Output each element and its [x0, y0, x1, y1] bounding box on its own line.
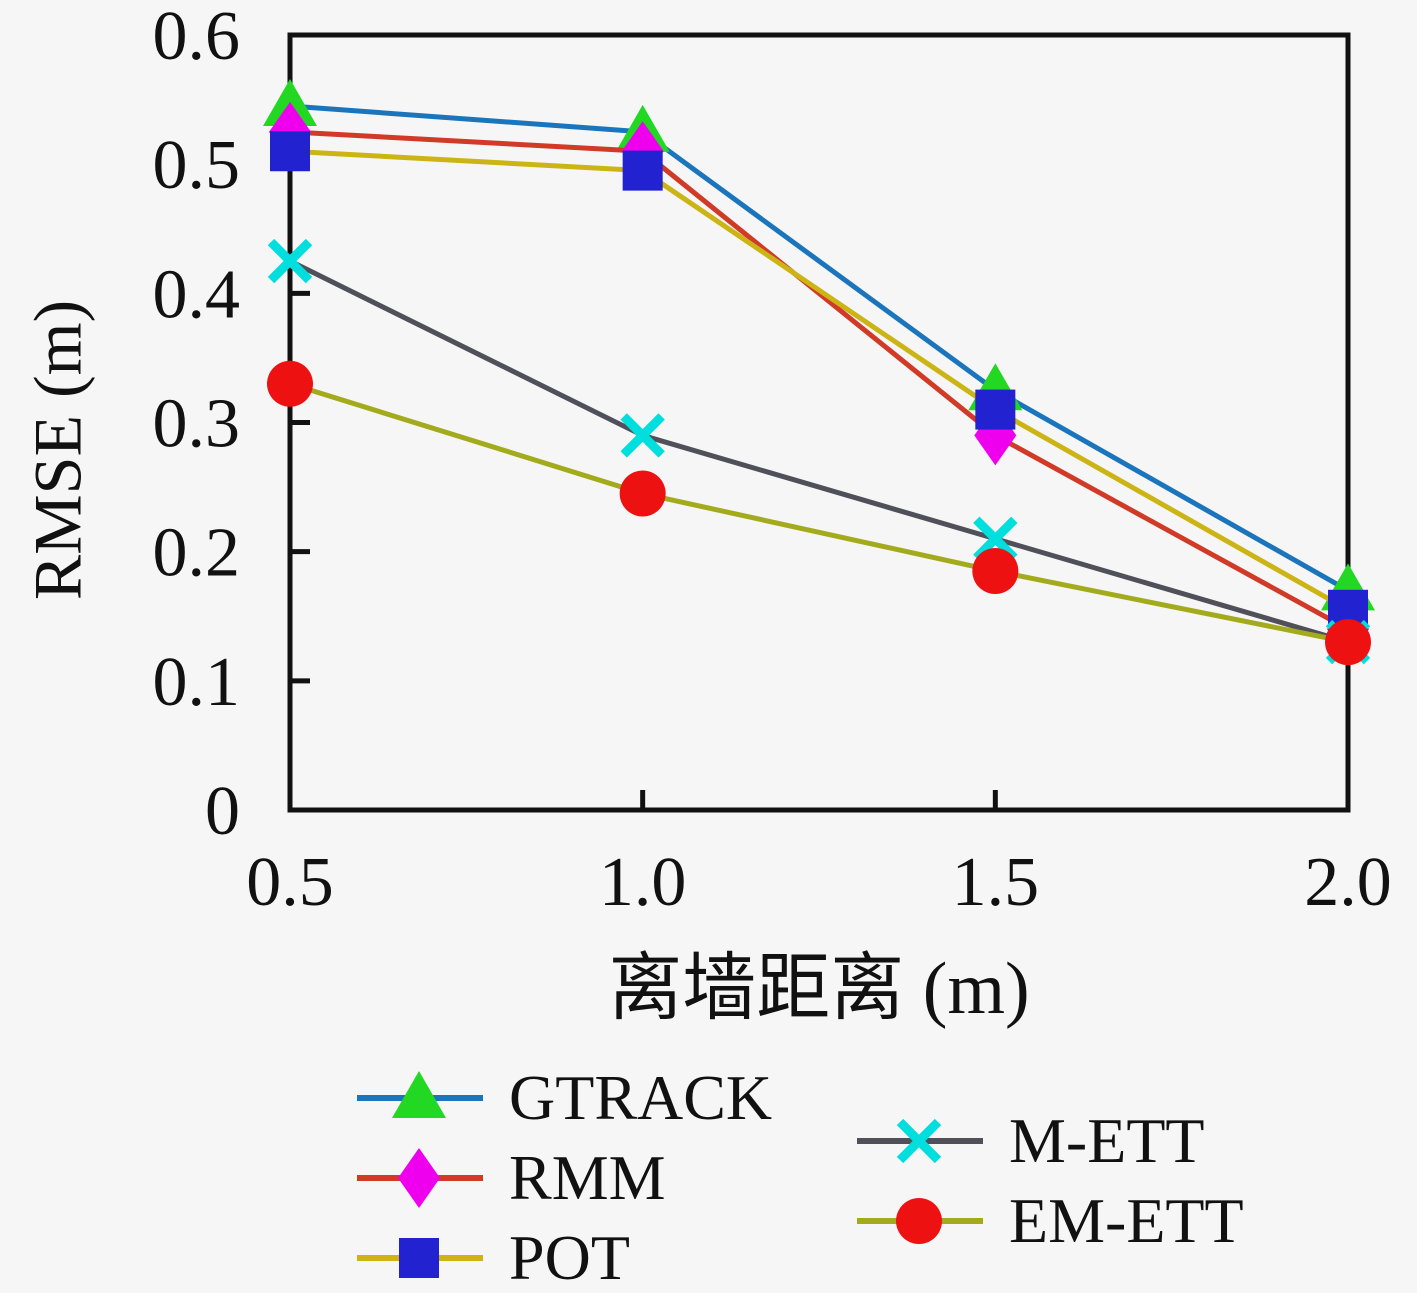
- legend-marker-gtrack-icon: [392, 1071, 446, 1118]
- legend-label-em-ett: EM-ETT: [1009, 1185, 1244, 1256]
- marker-m-ett-2: [973, 516, 1018, 561]
- series-line-em-ett: [289, 381, 1349, 645]
- legend-marker-m-ett-icon: [896, 1118, 942, 1164]
- marker-pot-1: [622, 150, 663, 191]
- x-tick-label: 1.0: [599, 844, 687, 921]
- marker-em-ett-2: [972, 548, 1019, 595]
- legend-label-pot: POT: [509, 1222, 630, 1293]
- legend-label-rmm: RMM: [509, 1142, 666, 1213]
- y-tick-label: 0.3: [153, 386, 241, 463]
- marker-m-ett-1: [620, 413, 665, 458]
- x-tick-label: 1.5: [952, 844, 1040, 921]
- legend-item-rmm: RMM: [355, 1138, 772, 1218]
- legend-swatch-pot: [357, 1238, 483, 1278]
- legend-swatch-gtrack: [357, 1071, 483, 1118]
- legend-item-em-ett: EM-ETT: [855, 1181, 1244, 1261]
- legend-swatch-m-ett: [857, 1118, 983, 1164]
- legend-column-left: GTRACK RMM POT: [355, 1058, 772, 1293]
- x-tick-label: 2.0: [1304, 844, 1392, 921]
- legend-label-m-ett: M-ETT: [1009, 1105, 1205, 1176]
- legend-item-pot: POT: [355, 1218, 772, 1293]
- y-tick-label: 0.2: [153, 515, 241, 592]
- marker-em-ett-3: [1325, 619, 1371, 666]
- plot-frame: [287, 32, 1351, 813]
- x-axis-ticks: 0.5 1.0 1.5 2.0: [246, 790, 1392, 921]
- x-axis-title: 离墙距离 (m): [608, 948, 1030, 1030]
- y-tick-label: 0.1: [153, 644, 241, 721]
- marker-em-ett-0: [267, 360, 313, 407]
- legend-swatch-rmm: [357, 1148, 483, 1208]
- legend-swatch-em-ett: [857, 1198, 983, 1244]
- marker-pot-0: [270, 131, 310, 172]
- legend-marker-pot-icon: [399, 1238, 439, 1278]
- y-axis-ticks: 0 0.1 0.2 0.3 0.4 0.5 0.6: [153, 0, 310, 850]
- y-axis-title: RMSE (m): [19, 299, 96, 601]
- y-tick-label: 0.6: [153, 0, 241, 75]
- marker-m-ett-0: [267, 238, 313, 284]
- legend-item-m-ett: M-ETT: [855, 1101, 1244, 1181]
- legend-item-gtrack: GTRACK: [355, 1058, 772, 1138]
- legend-column-right: M-ETT EM-ETT: [855, 1101, 1244, 1261]
- series-line-rmm: [289, 129, 1350, 632]
- series-line-pot: [289, 148, 1350, 612]
- y-tick-label: 0: [205, 773, 240, 850]
- x-tick-label: 0.5: [246, 844, 334, 921]
- series-line-m-ett: [288, 258, 1349, 645]
- legend-label-gtrack: GTRACK: [509, 1062, 773, 1133]
- y-tick-label: 0.4: [153, 256, 241, 333]
- marker-em-ett-1: [619, 470, 666, 517]
- y-tick-label: 0.5: [153, 127, 241, 204]
- series-line-gtrack: [289, 103, 1350, 593]
- legend-marker-rmm-icon: [398, 1148, 440, 1208]
- marker-pot-2: [975, 389, 1016, 430]
- data-series: [263, 79, 1375, 666]
- legend-marker-em-ett-icon: [896, 1198, 942, 1244]
